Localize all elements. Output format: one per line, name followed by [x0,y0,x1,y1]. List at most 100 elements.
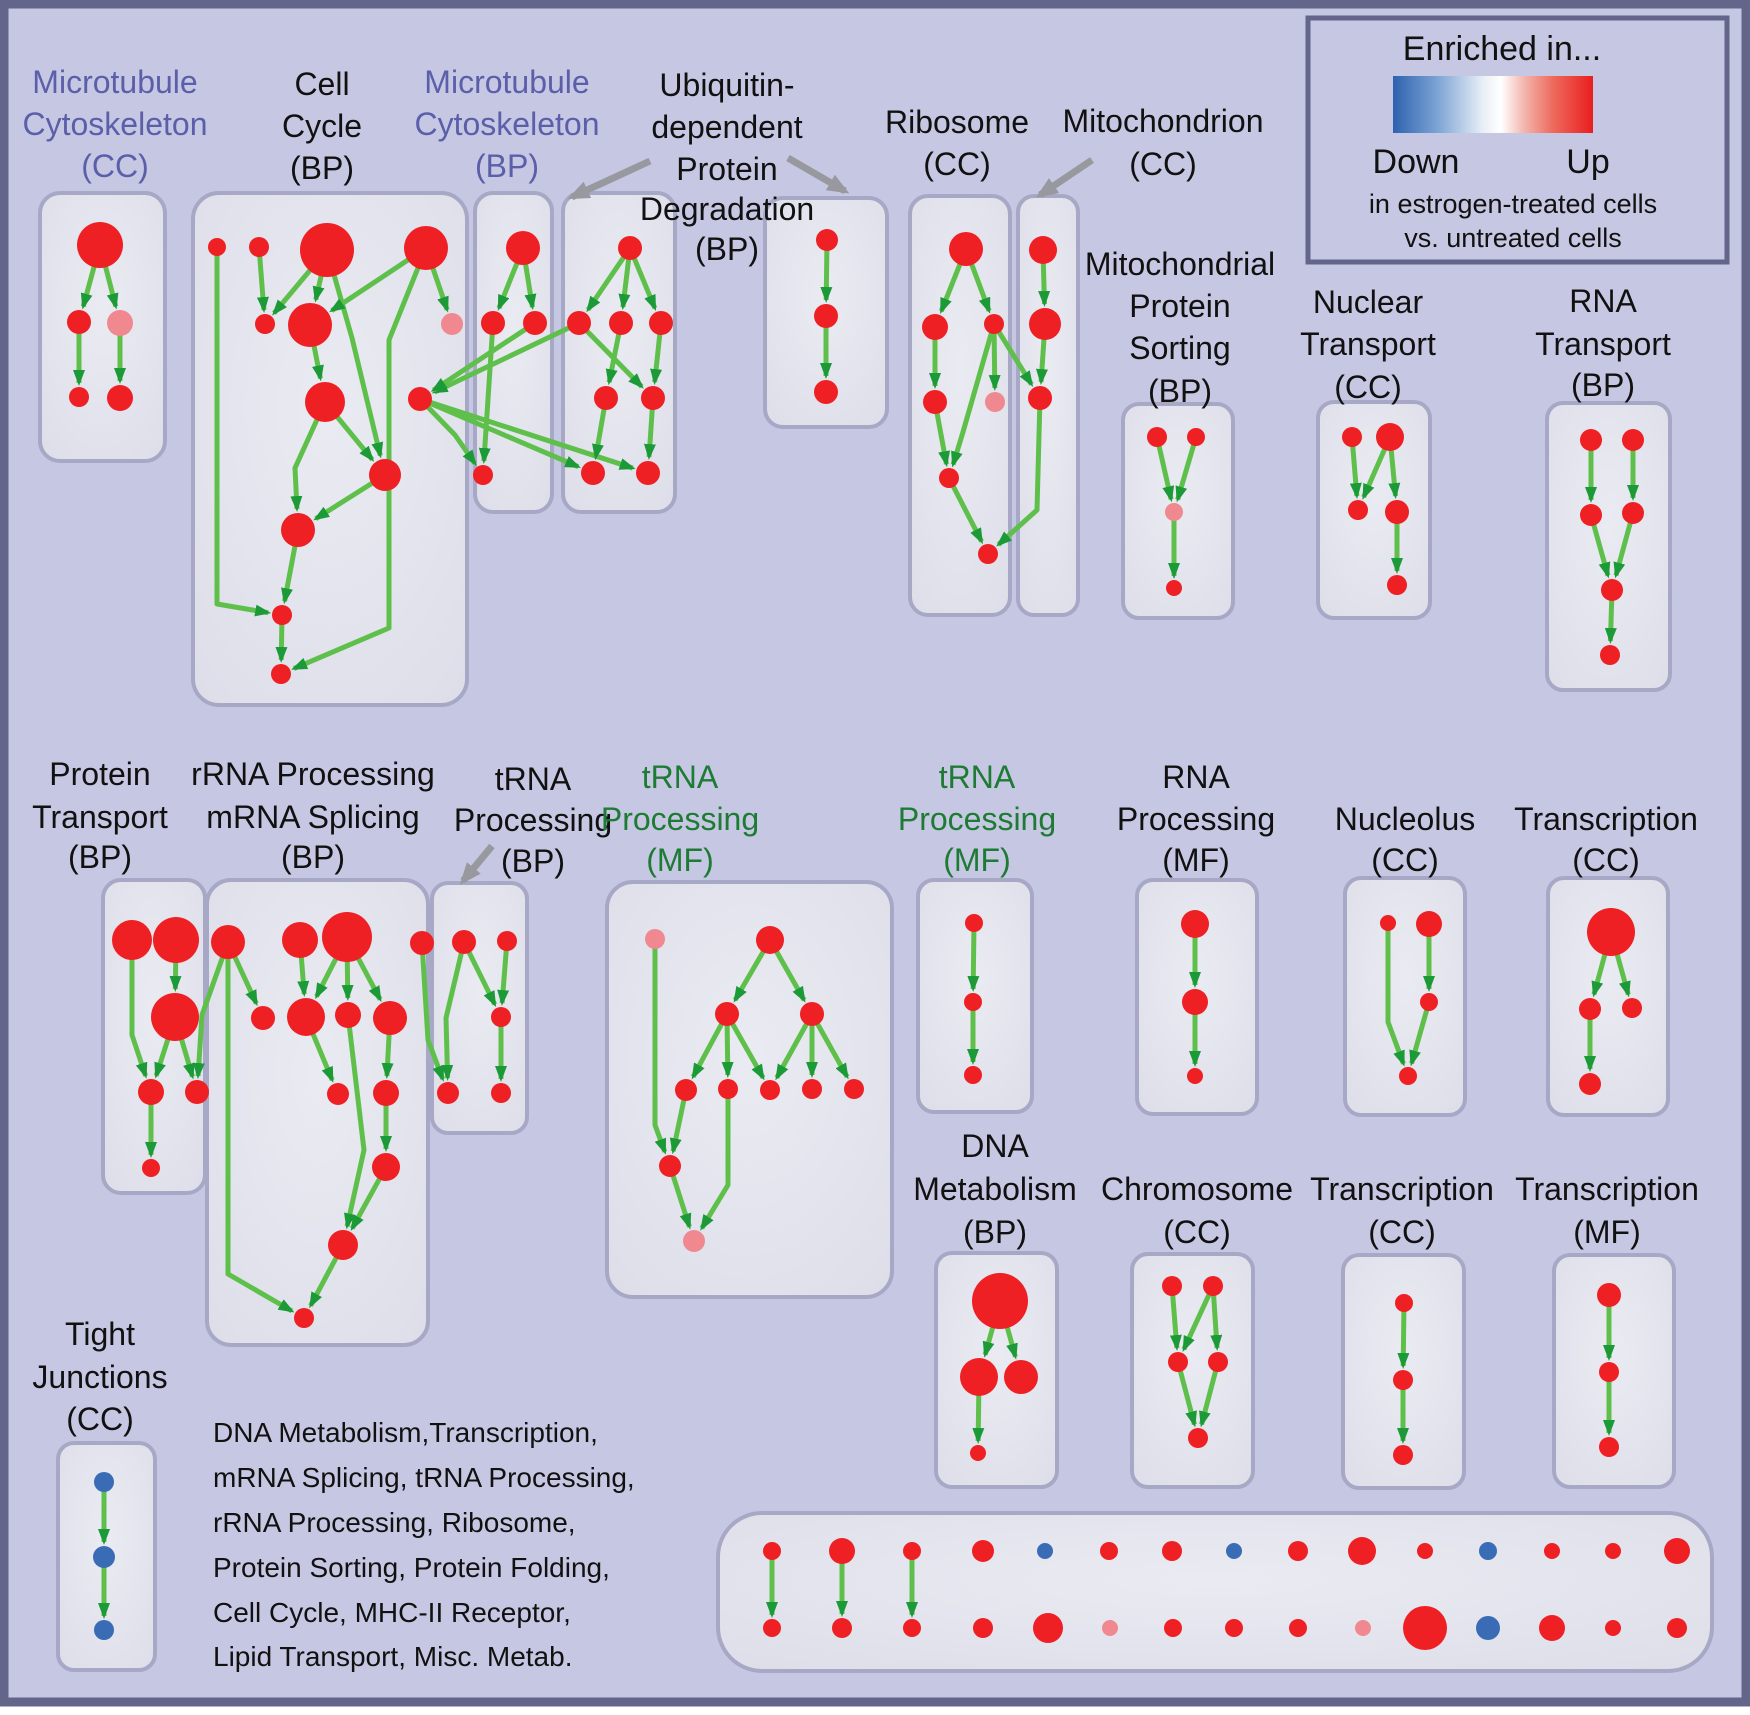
edge-ch1-ch3 [1210,1285,1223,1352]
misc-text-line: mRNA Splicing, tRNA Processing, [213,1462,635,1493]
gene-node-bbA6 [1100,1542,1118,1560]
gene-node-cc10 [281,513,315,547]
cluster-label-line: (BP) [290,150,354,186]
edge-rr0-pt4 [192,941,231,1080]
pointer-arrow-ubiquitin-to-right-box [786,154,850,195]
cluster-label-rrna-processing: rRNA Processing mRNA Splicing (BP) [191,756,435,875]
gene-node-pt5 [142,1159,160,1177]
gene-node-dm3 [970,1445,986,1461]
gene-node-tm7 [802,1079,822,1099]
gene-node-bbA13 [1544,1543,1560,1559]
cluster-label-line: mRNA Splicing [206,799,419,835]
gene-node-mcc2 [107,310,133,336]
cluster-label-microtubule-bp: Microtubule Cytoskeleton (BP) [415,64,600,184]
cluster-label-line: (CC) [1572,842,1640,878]
cluster-label-line: (BP) [68,839,132,875]
gene-node-rt3 [1622,502,1644,524]
edge-mb2-cc8 [430,320,537,393]
gene-node-nu0 [1380,915,1396,931]
edge-ub1-ub5 [577,321,644,389]
gene-node-ch3 [1208,1352,1228,1372]
cluster-label-line: (BP) [281,839,345,875]
ubiquitin-box [561,191,677,514]
cluster-label-microtubule-cc: Microtubule Cytoskeleton (CC) [23,64,208,184]
cluster-label-line: (BP) [963,1214,1027,1250]
gene-node-rb2 [984,314,1004,334]
gene-node-rr1 [282,922,318,958]
gene-node-rr12 [294,1308,314,1328]
gene-node-bbA2 [829,1538,855,1564]
gene-node-rr4 [251,1006,275,1030]
gene-node-dm0 [972,1273,1028,1329]
pointer-arrow-trna-bp-to-box [459,843,495,885]
gene-node-ms2 [1165,503,1183,521]
gene-node-ub1 [567,311,591,335]
cluster-label-ribosome: Ribosome (CC) [885,104,1029,182]
cluster-label-line: (BP) [501,843,565,879]
edge-mb1-mb3 [478,322,496,465]
gene-node-rr5 [287,998,325,1036]
legend-footer-line: in estrogen-treated cells [1369,189,1657,219]
transcription-cc-box [1546,876,1670,1117]
gene-node-nt0 [1342,427,1362,447]
edge-ub1-cc8 [431,320,581,395]
cluster-label-line: tRNA [939,759,1016,795]
gene-node-rr10 [372,1153,400,1181]
cluster-label-protein-transport: Protein Transport (BP) [32,756,168,875]
gene-node-cc5 [288,303,332,347]
cluster-label-line: (CC) [1368,1214,1436,1250]
gene-node-pt0 [112,920,152,960]
cluster-label-transcription-mf: Transcription (MF) [1515,1171,1699,1250]
cluster-label-line: Transcription [1310,1171,1494,1207]
gene-node-tf1 [1599,1362,1619,1382]
gene-node-bbA3 [903,1542,921,1560]
gene-node-rr3 [410,931,434,955]
gene-node-bbB1 [763,1619,781,1637]
cluster-label-line: Cytoskeleton [23,106,208,142]
cluster-label-rna-processing-mf: RNA Processing (MF) [1117,759,1275,878]
cluster-label-nucleolus: Nucleolus (CC) [1335,801,1476,878]
gene-node-bbB7 [1164,1619,1182,1637]
gene-node-tm8 [844,1079,864,1099]
cluster-label-line: Transcription [1514,801,1698,837]
cluster-label-transcription-cc-bottom: Transcription (CC) [1310,1171,1494,1250]
gene-node-bbA10 [1348,1537,1376,1565]
cluster-label-line: Processing [454,802,612,838]
gene-node-bbA1 [763,1542,781,1560]
edge-cc7-cc10 [290,400,328,513]
gene-node-ub4 [594,386,618,410]
edge-tb1-tb2 [497,940,510,1007]
legend-footer-line: vs. untreated cells [1404,223,1622,253]
gene-node-bbB11 [1403,1606,1447,1650]
cluster-label-line: Junctions [32,1359,167,1395]
gene-node-tj2 [94,1620,114,1640]
gene-node-bbA15 [1664,1538,1690,1564]
gene-node-rr0 [211,925,245,959]
gene-node-ub0 [618,236,642,260]
edge-rb5-rb6 [946,476,984,545]
gene-node-bbB13 [1539,1615,1565,1641]
cluster-label-line: Microtubule [32,64,197,100]
cluster-label-line: Protein [1129,288,1230,324]
cluster-label-line: Chromosome [1101,1171,1293,1207]
gene-node-ch0 [1162,1276,1182,1296]
cluster-label-line: Processing [898,801,1056,837]
gene-node-bbB15 [1667,1618,1687,1638]
cluster-label-line: RNA [1569,283,1637,319]
misc-category-text: DNA Metabolism,Transcription, mRNA Splici… [213,1417,635,1672]
edge-cc8-ub6 [419,396,582,470]
pointer-arrow-mitochondrion-to-box [1035,157,1094,198]
cluster-label-line: dependent [651,109,802,145]
nucleolus-box [1343,876,1467,1117]
cluster-label-line: Cell [294,66,349,102]
gene-node-cc11 [272,605,292,625]
gene-node-rp0 [1181,910,1209,938]
gene-node-tb4 [491,1083,511,1103]
chromosome-box [1130,1252,1255,1489]
cluster-label-mito-sorting: Mitochondrial Protein Sorting (BP) [1085,246,1275,409]
gene-node-rr7 [373,1001,407,1035]
cluster-label-mitochondrion: Mitochondrion (CC) [1063,103,1264,182]
gene-node-ms0 [1147,427,1167,447]
edge-tn0-tn1 [967,922,980,993]
cluster-label-line: Microtubule [424,64,589,100]
